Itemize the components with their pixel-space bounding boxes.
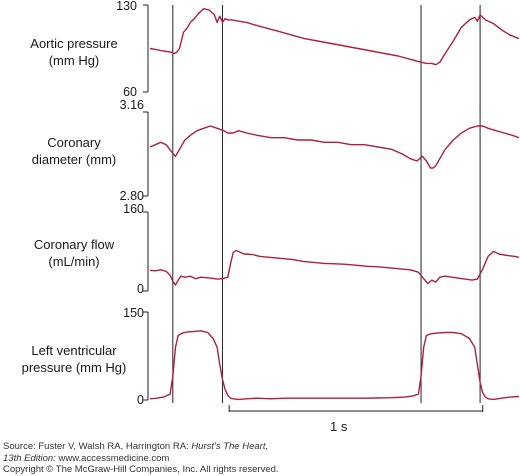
panel-label-coronary-diameter: Coronary diameter (mm): [6, 134, 142, 168]
panel-label-line: Left ventricular: [31, 343, 117, 358]
tick-label-flow-max: 160: [123, 202, 144, 216]
tick-label-lv-min: 0: [137, 393, 144, 407]
tick-label-lv-max: 150: [123, 306, 144, 320]
panel-label-line: Aortic pressure: [30, 36, 118, 51]
source-prefix: Source: Fuster V, Walsh RA, Harrington R…: [3, 441, 192, 452]
event-lines-layer: [172, 5, 481, 403]
tick-label-diameter-max: 3.16: [119, 98, 144, 112]
source-book-title: Hurst's The Heart,: [191, 441, 269, 452]
tick-label-aortic-min: 60: [123, 85, 137, 99]
trace-coronary-diameter: [149, 125, 520, 169]
tick-label-diameter-min: 2.80: [119, 189, 144, 203]
source-website: www.accessmedicine.com: [55, 452, 170, 464]
tick-label-aortic-max: 130: [116, 0, 137, 13]
source-copyright: Copyright © The McGraw-Hill Companies, I…: [3, 464, 279, 475]
trace-left-ventricular-pressure: [149, 330, 520, 401]
traces-layer: [149, 7, 520, 401]
panel-label-line: Coronary: [47, 135, 101, 150]
panel-label-line: pressure (mm Hg): [21, 360, 127, 375]
source-citation: Source: Fuster V, Walsh RA, Harrington R…: [3, 441, 279, 476]
panel-label-line: diameter (mm): [31, 152, 117, 167]
panel-label-line: Coronary flow: [33, 237, 115, 252]
panel-label-left-ventricular-pressure: Left ventricular pressure (mm Hg): [6, 342, 142, 376]
panel-label-coronary-flow: Coronary flow (mL/min): [6, 236, 142, 270]
time-scale-bar: [228, 405, 484, 412]
source-edition: 13th Edition:: [3, 452, 56, 464]
panel-label-line: (mm Hg): [48, 53, 100, 68]
panel-label-line: (mL/min): [48, 254, 100, 269]
tick-label-flow-min: 0: [137, 282, 144, 296]
trace-coronary-flow: [149, 249, 520, 286]
trace-aortic-pressure: [149, 7, 520, 66]
panel-label-aortic-pressure: Aortic pressure (mm Hg): [6, 35, 142, 69]
scale-bar-label: 1 s: [330, 419, 348, 434]
axes-layer: [143, 4, 149, 401]
